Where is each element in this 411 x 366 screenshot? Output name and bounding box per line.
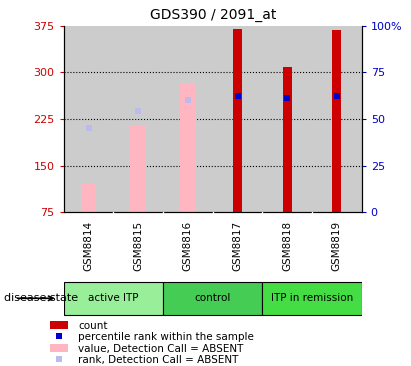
Bar <box>50 321 68 329</box>
Bar <box>81 184 97 212</box>
Text: count: count <box>78 321 108 331</box>
Text: active ITP: active ITP <box>88 293 139 303</box>
FancyBboxPatch shape <box>262 282 362 315</box>
Bar <box>283 67 292 212</box>
Text: disease state: disease state <box>4 293 78 303</box>
FancyBboxPatch shape <box>64 282 163 315</box>
Text: rank, Detection Call = ABSENT: rank, Detection Call = ABSENT <box>78 355 239 365</box>
Title: GDS390 / 2091_at: GDS390 / 2091_at <box>150 8 276 22</box>
Bar <box>180 83 196 212</box>
Bar <box>50 344 68 352</box>
FancyBboxPatch shape <box>163 282 262 315</box>
Text: GSM8819: GSM8819 <box>332 221 342 271</box>
Text: percentile rank within the sample: percentile rank within the sample <box>78 332 254 342</box>
Text: ITP in remission: ITP in remission <box>271 293 353 303</box>
Bar <box>332 30 341 212</box>
Text: GSM8815: GSM8815 <box>133 221 143 271</box>
Text: value, Detection Call = ABSENT: value, Detection Call = ABSENT <box>78 344 244 354</box>
Bar <box>130 125 146 212</box>
Text: GSM8816: GSM8816 <box>183 221 193 271</box>
Text: GSM8817: GSM8817 <box>233 221 242 271</box>
Text: GSM8818: GSM8818 <box>282 221 292 271</box>
Text: control: control <box>194 293 231 303</box>
Text: GSM8814: GSM8814 <box>83 221 94 271</box>
Bar <box>233 29 242 212</box>
